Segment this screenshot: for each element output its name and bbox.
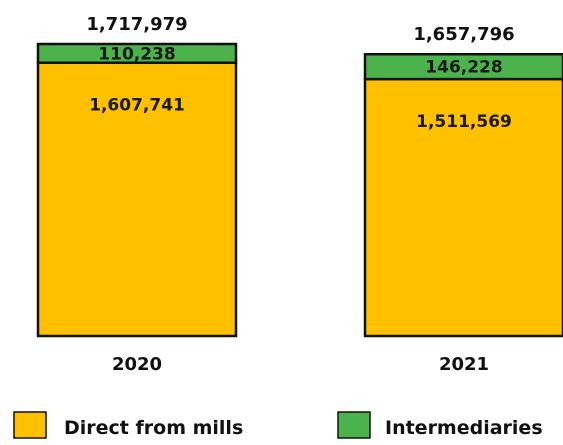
legend-swatch-direct-from-mills [14,412,46,438]
category-label-2021: 2021 [439,354,489,375]
total-label-2021: 1,657,796 [413,24,514,45]
category-label-2020: 2020 [112,354,162,375]
legend-swatch-intermediaries [338,412,370,438]
data-label-intermediaries-2020: 110,238 [98,44,175,64]
legend: Direct from mills Intermediaries [14,412,543,439]
data-label-direct-from-mills-2020: 1,607,741 [89,96,185,116]
legend-label-intermediaries: Intermediaries [385,417,543,439]
bars-layer [38,44,563,336]
data-label-direct-from-mills-2021: 1,511,569 [416,112,512,132]
data-label-intermediaries-2021: 146,228 [425,58,502,78]
total-label-2020: 1,717,979 [86,14,187,35]
legend-label-direct-from-mills: Direct from mills [64,417,243,439]
